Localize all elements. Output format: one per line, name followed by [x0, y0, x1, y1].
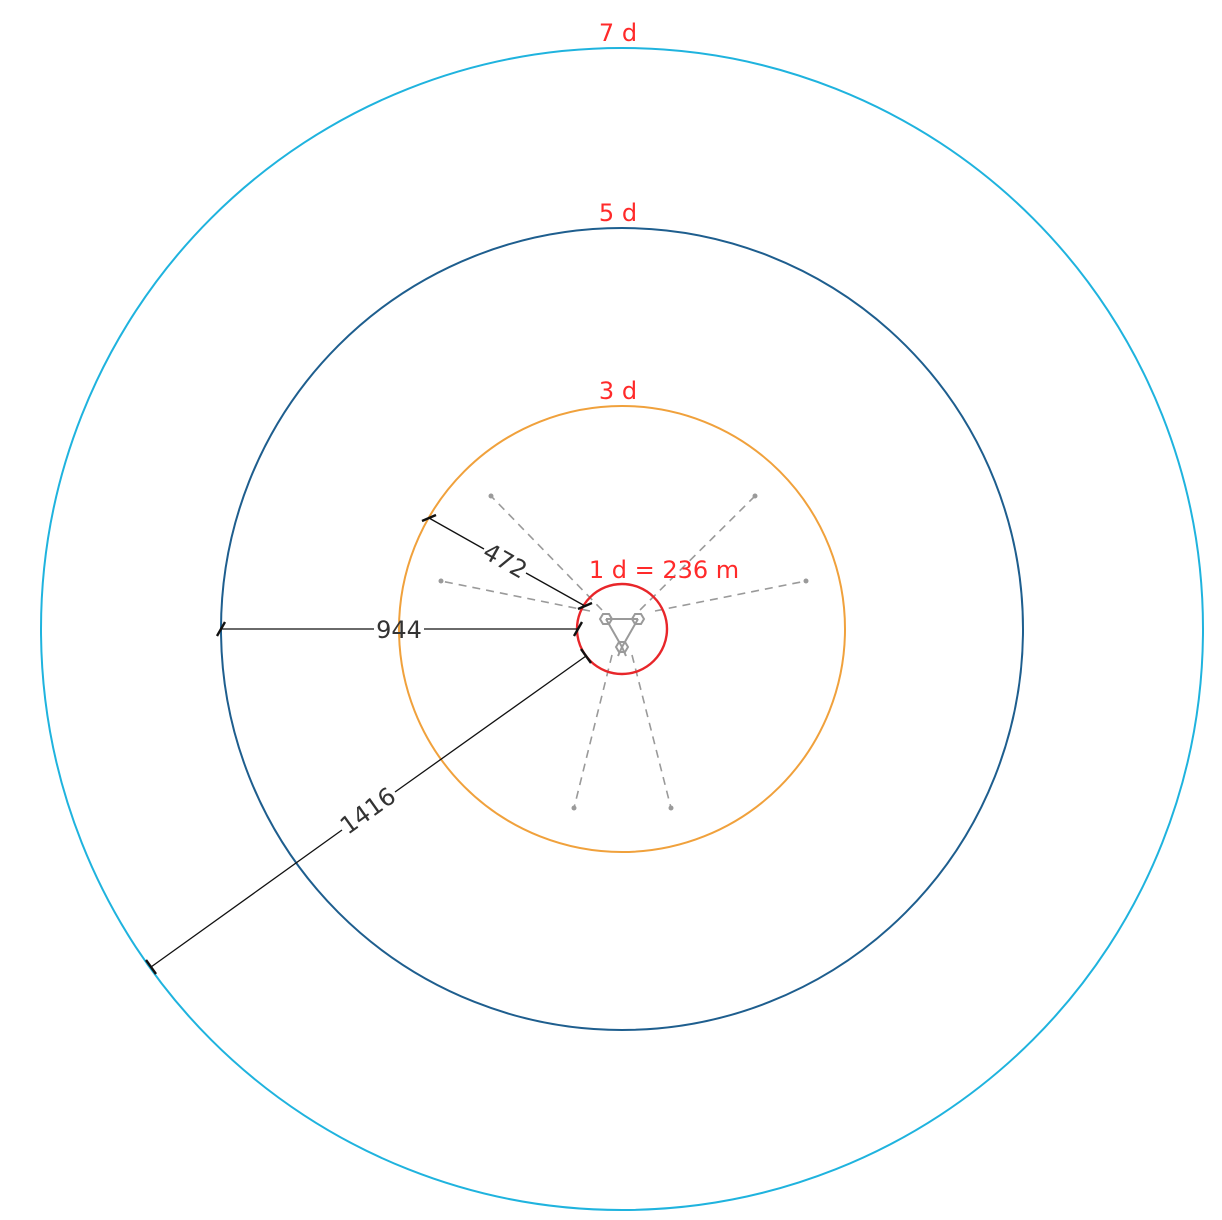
dimension-tick: [215, 621, 227, 637]
guide-end-e: [803, 578, 809, 584]
guide-end-se: [668, 805, 674, 811]
dimension-tick: [580, 648, 592, 664]
guide-end-sw: [571, 805, 577, 811]
ring-label-7d: 7 d: [599, 19, 637, 47]
guide-end-ne: [752, 493, 758, 499]
guide-line-w: [440, 580, 591, 612]
dimension-tick: [421, 513, 437, 523]
ring-label-3d: 3 d: [599, 377, 637, 405]
dimension-944-label: 944: [376, 616, 422, 644]
ring-label-5d: 5 d: [599, 199, 637, 227]
ring-3d: [398, 405, 846, 853]
guide-line-ne: [639, 495, 756, 611]
guide-end-nw: [488, 493, 494, 499]
guide-line-e: [654, 580, 807, 612]
guide-lines: [438, 493, 809, 811]
ring-7d: [40, 47, 1204, 1211]
turbine-cluster-icon: [598, 613, 646, 657]
guide-line-sw: [573, 654, 613, 809]
dimension-472-label: 472: [478, 538, 532, 585]
dimension-1416-label: 1416: [335, 782, 401, 840]
dimension-tick: [145, 959, 157, 975]
dimension-tick: [577, 601, 593, 611]
dimension-tick: [572, 621, 584, 637]
dimension-944: 944: [215, 616, 584, 644]
dimension-1416: 1416: [145, 648, 592, 975]
ring-label-1d: 1 d = 236 m: [589, 556, 739, 584]
guide-line-nw: [490, 495, 603, 611]
guide-line-se: [631, 654, 672, 809]
guide-end-w: [438, 578, 444, 584]
